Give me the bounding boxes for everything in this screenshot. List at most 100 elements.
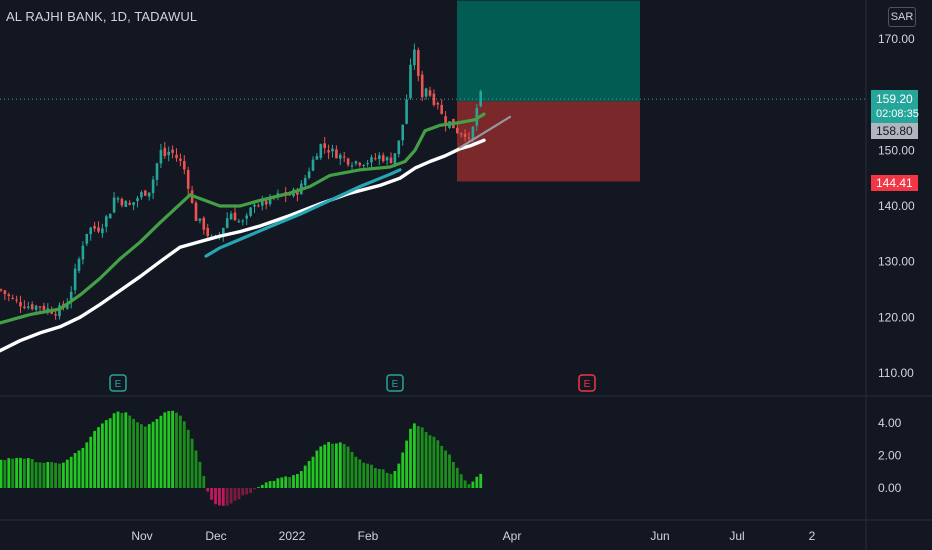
candle-body	[42, 305, 46, 310]
histogram-bar	[77, 450, 81, 488]
last-price-tag: 159.20 02:08:35	[871, 90, 919, 123]
candle-body	[358, 162, 362, 166]
histogram-bar	[299, 471, 303, 488]
histogram-bar	[182, 421, 186, 488]
candle-body	[27, 306, 30, 308]
candle-body	[58, 305, 61, 317]
price-tick-label: 110.00	[878, 366, 914, 380]
histogram-bar	[479, 473, 483, 488]
candle-body	[34, 305, 38, 310]
candle-body	[253, 204, 256, 207]
candle-body	[140, 192, 143, 198]
candle-body	[424, 88, 428, 97]
candle-body	[116, 198, 120, 200]
time-tick-label: 2022	[279, 529, 306, 543]
candle-body	[11, 297, 14, 299]
histogram-bar	[175, 412, 178, 488]
histogram-bar	[167, 411, 171, 488]
candle-body	[89, 227, 92, 235]
candle-body	[159, 149, 163, 164]
candle-body	[401, 124, 404, 141]
histogram-bar	[253, 488, 256, 490]
candle-body	[198, 218, 202, 221]
histogram-bar	[257, 487, 260, 488]
histogram-bar	[401, 452, 405, 488]
candle-body	[409, 64, 412, 99]
price-tick-label: 120.00	[878, 310, 915, 324]
event-frame	[386, 374, 404, 392]
histogram-bar	[159, 415, 163, 488]
time-tick-label: Dec	[205, 529, 226, 543]
histogram-bar	[428, 435, 432, 488]
candle-body	[124, 201, 128, 207]
histogram-bar	[93, 430, 96, 488]
histogram-bar	[206, 488, 210, 492]
candle-body	[85, 233, 89, 244]
histogram-bar	[120, 413, 124, 488]
histogram-bar	[377, 468, 381, 488]
earnings-event-icon: E	[109, 374, 127, 392]
candle-body	[296, 190, 299, 195]
candle-body	[225, 218, 229, 228]
candle-body	[136, 198, 139, 202]
histogram-bar	[448, 454, 451, 488]
histogram-bar	[85, 442, 89, 488]
candle-body	[249, 207, 252, 216]
histogram-bar	[424, 432, 428, 488]
candle-body	[467, 137, 471, 139]
candle-body	[97, 227, 100, 232]
histogram-bar	[30, 459, 34, 488]
candle-body	[66, 303, 69, 309]
histogram-bar	[97, 427, 100, 488]
histogram-bar	[11, 458, 15, 488]
histogram-bar	[15, 457, 18, 488]
histogram-bar	[186, 429, 190, 488]
histogram-bar	[143, 426, 147, 488]
event-frame	[109, 374, 127, 392]
candle-body	[167, 151, 170, 156]
candle-body	[233, 212, 237, 221]
histogram-bar	[221, 488, 225, 506]
histogram-bar	[370, 464, 373, 488]
histogram-bar	[311, 456, 315, 488]
histogram-bar	[327, 442, 330, 488]
histogram-bar	[155, 418, 159, 488]
histogram-bar	[19, 457, 22, 488]
histogram-bar	[440, 445, 444, 488]
histogram-bar	[229, 488, 233, 504]
candle-body	[128, 202, 131, 205]
histogram-bar	[405, 440, 408, 488]
histogram-bar	[455, 467, 459, 488]
target-zone	[457, 0, 640, 102]
candle-body	[108, 213, 112, 219]
histogram-bar	[23, 458, 26, 488]
candle-body	[315, 156, 319, 160]
currency-button[interactable]: SAR	[888, 7, 916, 27]
candle-body	[183, 161, 186, 170]
histogram-bar	[381, 469, 385, 488]
histogram-bar	[366, 463, 369, 488]
candle-body	[175, 154, 178, 159]
histogram-bar	[241, 488, 245, 496]
candle-body	[155, 163, 159, 180]
histogram-bar	[194, 450, 198, 488]
moving-average-slow	[0, 138, 486, 353]
histogram-bar	[69, 456, 73, 488]
histogram-bar	[140, 424, 143, 488]
histogram-bar	[245, 488, 249, 495]
candle-body	[264, 200, 268, 205]
candle-body	[327, 150, 330, 153]
earnings-event-icon: E	[386, 374, 404, 392]
candle-body	[311, 159, 315, 171]
candle-body	[339, 154, 342, 159]
histogram-bar	[374, 467, 377, 488]
histogram-bar	[202, 476, 206, 488]
histogram-bar	[147, 424, 151, 488]
histogram-bar	[214, 488, 217, 505]
histogram-bar	[268, 481, 272, 488]
candle-body	[257, 205, 260, 207]
histogram-bar	[335, 443, 338, 488]
candle-body	[303, 178, 307, 186]
candle-body	[374, 158, 377, 160]
